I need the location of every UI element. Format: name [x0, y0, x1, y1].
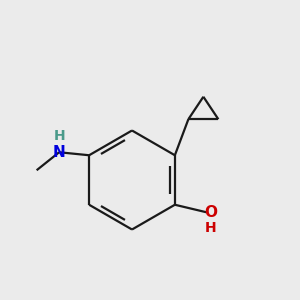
Text: H: H — [205, 221, 217, 235]
Text: N: N — [53, 145, 65, 160]
Text: H: H — [53, 129, 65, 143]
Text: O: O — [204, 205, 218, 220]
